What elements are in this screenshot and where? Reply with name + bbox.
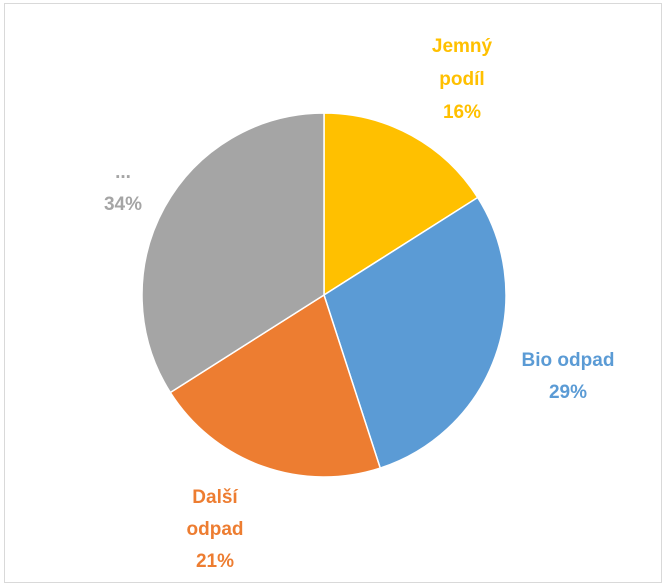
slice-category-label: ... xyxy=(115,162,131,183)
slice-category-label: odpad xyxy=(187,519,244,540)
pie-slice-4 xyxy=(141,112,325,394)
pie-slices xyxy=(141,112,507,478)
slice-percent-label: 34% xyxy=(104,194,142,215)
slice-percent-label: 16% xyxy=(443,102,481,123)
slice-category-label: Bio odpad xyxy=(522,350,615,371)
pie-slice-3 xyxy=(169,293,382,478)
pie-labels: Jemný podíl 16% Bio odpad 29% Další odpad 21%..… xyxy=(104,36,614,572)
slice-percent-label: 21% xyxy=(196,551,234,572)
pie-slice-2 xyxy=(323,196,507,470)
slice-percent-label: 29% xyxy=(549,382,587,403)
slice-category-label: podíl xyxy=(439,69,484,90)
slice-label-4: ... 34% xyxy=(104,162,142,215)
slice-label-3: Další odpad 21% xyxy=(187,487,244,572)
slice-label-1: Jemný podíl 16% xyxy=(432,36,493,123)
slice-category-label: Další xyxy=(192,487,238,508)
slice-category-label: Jemný xyxy=(432,36,493,57)
slice-label-2: Bio odpad 29% xyxy=(522,350,615,403)
pie-slice-1 xyxy=(323,112,479,297)
